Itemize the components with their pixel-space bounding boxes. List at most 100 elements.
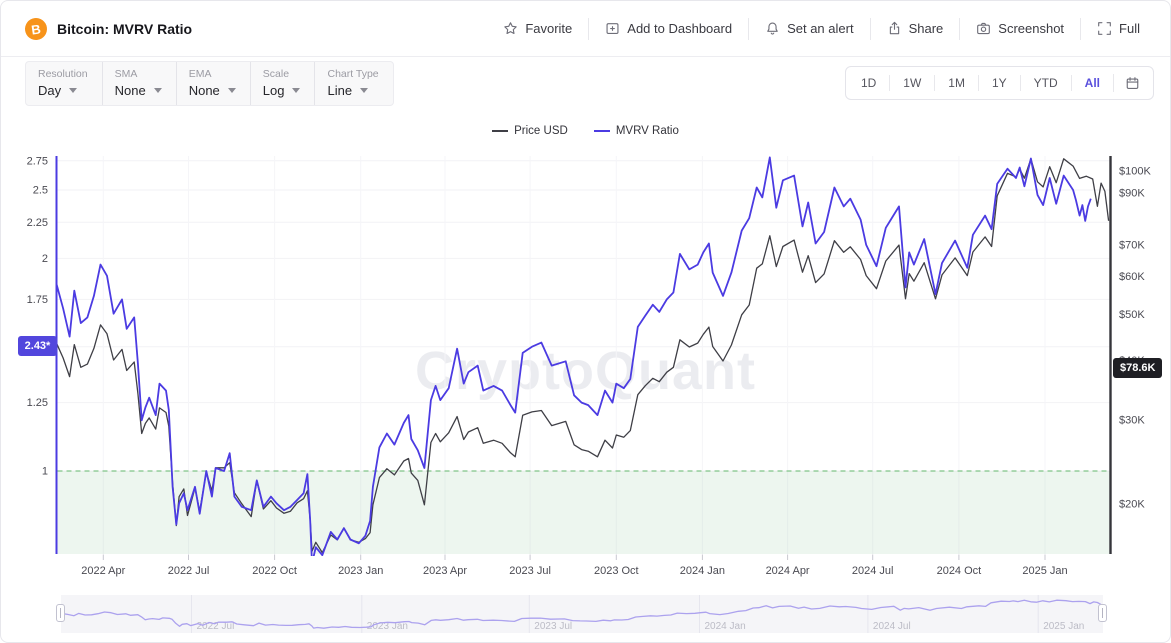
x-axis-labels: 2022 Apr 2022 Jul 2022 Oct 2023 Jan 2023 Apr…	[81, 554, 1068, 577]
svg-text:2.25: 2.25	[27, 217, 48, 229]
svg-text:2023 Jan: 2023 Jan	[338, 565, 383, 577]
range-button-1w[interactable]: 1W	[889, 75, 934, 91]
svg-text:2022 Apr: 2022 Apr	[81, 565, 125, 577]
dropdown-value: None	[189, 83, 236, 98]
svg-text:$100K: $100K	[1119, 166, 1151, 178]
action-label: Share	[908, 21, 944, 36]
legend-label: MVRV Ratio	[615, 125, 679, 137]
dropdown-value-text: None	[114, 82, 146, 98]
svg-text:2024 Jan: 2024 Jan	[705, 621, 746, 632]
svg-text:2025 Jan: 2025 Jan	[1022, 565, 1067, 577]
page-title: Bitcoin: MVRV Ratio	[57, 20, 193, 37]
action-add-to-dashboard[interactable]: Add to Dashboard	[588, 17, 748, 40]
price-usd-swatch	[492, 130, 509, 132]
dropdown-sma[interactable]: SMA None	[103, 61, 177, 105]
navigator-handle-left[interactable]	[56, 604, 65, 622]
action-screenshot[interactable]: Screenshot	[959, 17, 1080, 40]
undervalued-zone	[57, 471, 1110, 554]
chevron-down-icon	[227, 87, 236, 93]
svg-text:$50K: $50K	[1119, 309, 1145, 321]
range-button-1d[interactable]: 1D	[848, 75, 889, 91]
chart-plot-area[interactable]: CryptoQuant 2.752.52.2521.751.51.251$100…	[1, 148, 1170, 588]
bell-icon	[765, 21, 780, 36]
svg-text:2023 Oct: 2023 Oct	[594, 565, 639, 577]
svg-text:2024 Jul: 2024 Jul	[873, 621, 911, 632]
range-button-all[interactable]: All	[1070, 75, 1113, 91]
fullscreen-icon	[1097, 21, 1112, 36]
dropdown-value-text: Log	[262, 82, 285, 98]
dropdown-value-text: None	[188, 82, 220, 98]
dropdown-chart-type[interactable]: Chart Type Line	[315, 62, 392, 105]
main-chart-svg: 2.752.52.2521.751.51.251$100K$90K$70K$60…	[27, 155, 1152, 577]
camera-icon	[976, 21, 991, 36]
svg-text:$30K: $30K	[1119, 415, 1145, 427]
dropdown-label: EMA	[188, 67, 212, 80]
svg-text:2024 Jan: 2024 Jan	[680, 565, 725, 577]
svg-text:$60K: $60K	[1119, 271, 1145, 283]
indicator-settings: Resolution Day SMA None EMA None Scale Log Chart…	[25, 60, 394, 106]
dashboard-add-icon	[605, 21, 620, 36]
action-share[interactable]: Share	[869, 17, 960, 40]
mvrv-last-value-badge: 2.43*	[18, 336, 57, 356]
svg-text:2025 Jan: 2025 Jan	[1043, 621, 1084, 632]
action-label: Add to Dashboard	[627, 21, 733, 36]
action-label: Screenshot	[998, 21, 1065, 36]
bitcoin-icon: B	[23, 16, 49, 41]
share-icon	[887, 21, 902, 36]
svg-text:2022 Jul: 2022 Jul	[168, 565, 210, 577]
action-label: Full	[1119, 21, 1140, 36]
range-button-1m[interactable]: 1M	[934, 75, 978, 91]
navigator-line	[60, 599, 1102, 629]
action-set-an-alert[interactable]: Set an alert	[748, 17, 870, 40]
dropdown-ema[interactable]: EMA None	[177, 61, 251, 105]
chevron-down-icon	[69, 87, 78, 93]
right-axis-labels: $100K$90K$70K$60K$50K$40K$30K$20K	[1119, 166, 1151, 511]
dropdown-label: Scale	[262, 67, 290, 80]
dropdown-resolution[interactable]: Resolution Day	[26, 61, 103, 105]
horizontal-gridlines	[57, 160, 1110, 472]
legend-item-price-usd[interactable]: Price USD	[492, 125, 568, 137]
dropdown-value: None	[115, 83, 162, 98]
svg-text:1.25: 1.25	[27, 397, 48, 409]
price-last-value-badge: $78.6K	[1113, 358, 1163, 378]
action-label: Favorite	[525, 21, 573, 36]
chevron-down-icon	[360, 87, 369, 93]
dropdown-label: Resolution	[38, 67, 88, 80]
svg-text:2022 Jul: 2022 Jul	[197, 621, 235, 632]
legend-item-mvrv-ratio[interactable]: MVRV Ratio	[593, 125, 679, 137]
svg-text:$20K: $20K	[1119, 498, 1145, 510]
dropdown-value-text: Day	[38, 82, 62, 98]
svg-text:$90K: $90K	[1119, 187, 1145, 199]
navigator-svg: 2022 Jul 2023 Jan 2023 Jul 2024 Jan 2024 Jul…	[60, 595, 1103, 633]
range-button-ytd[interactable]: YTD	[1019, 75, 1071, 91]
svg-text:2: 2	[42, 253, 48, 265]
svg-text:2.5: 2.5	[33, 185, 48, 197]
svg-text:1: 1	[42, 466, 48, 478]
app-header: B Bitcoin: MVRV Ratio Favorite Add to Das…	[1, 1, 1170, 57]
chevron-down-icon	[292, 87, 301, 93]
svg-text:2023 Jul: 2023 Jul	[509, 565, 551, 577]
action-label: Set an alert	[787, 21, 854, 36]
navigator-background	[61, 595, 1103, 633]
navigator-gridlines-labels: 2022 Jul 2023 Jan 2023 Jul 2024 Jan 2024 Jul…	[191, 595, 1084, 633]
action-full[interactable]: Full	[1080, 17, 1156, 40]
mvrv-ratio-line	[57, 156, 1092, 556]
svg-text:2023 Jul: 2023 Jul	[534, 621, 572, 632]
date-range-picker-button[interactable]	[1113, 74, 1151, 92]
svg-text:1.75: 1.75	[27, 294, 48, 306]
range-navigator[interactable]: 2022 Jul 2023 Jan 2023 Jul 2024 Jan 2024 Jul…	[1, 593, 1170, 639]
header-actions: Favorite Add to Dashboard Set an alert Shar…	[487, 17, 1156, 40]
action-favorite[interactable]: Favorite	[487, 18, 588, 40]
svg-text:2.75: 2.75	[27, 155, 48, 167]
dropdown-value: Log	[263, 83, 301, 98]
navigator-handle-right[interactable]	[1098, 604, 1107, 622]
dropdown-value-text: Line	[327, 82, 353, 98]
svg-text:2022 Oct: 2022 Oct	[252, 565, 297, 577]
svg-text:$70K: $70K	[1119, 239, 1145, 251]
star-icon	[503, 21, 518, 36]
dropdown-scale[interactable]: Scale Log	[251, 61, 316, 105]
range-button-1y[interactable]: 1Y	[977, 75, 1020, 91]
time-range-selector: 1D 1W 1M 1Y YTD All	[844, 66, 1154, 100]
